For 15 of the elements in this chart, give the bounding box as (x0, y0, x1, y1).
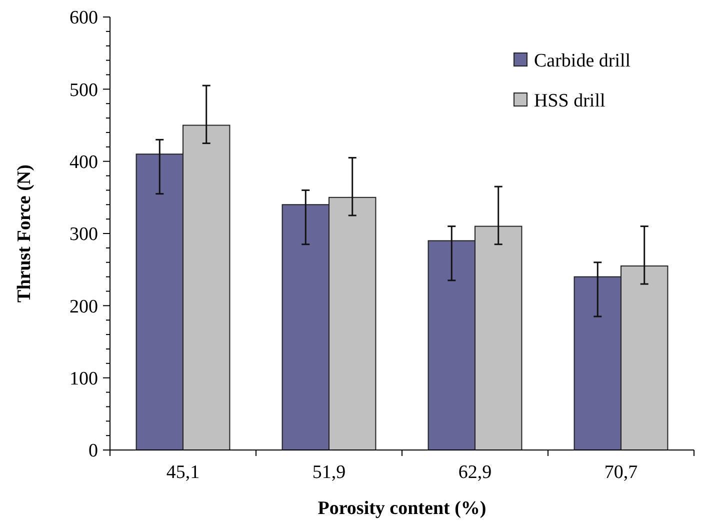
x-tick-label: 62,9 (458, 462, 492, 483)
y-tick-label: 500 (70, 80, 98, 101)
y-tick-label: 300 (70, 224, 98, 246)
x-tick-label: 45,1 (166, 462, 200, 483)
y-tick-label: 0 (88, 440, 98, 462)
y-tick-label: 400 (70, 152, 98, 173)
y-tick-label: 600 (70, 8, 98, 29)
x-tick-label: 51,9 (312, 462, 346, 483)
x-axis-title: Porosity content (%) (318, 498, 486, 519)
y-tick-label: 200 (70, 296, 98, 318)
legend-label: Carbide drill (534, 50, 631, 72)
y-tick-label: 100 (70, 368, 98, 390)
x-tick-label: 70,7 (604, 462, 638, 483)
y-axis-title: Thrust Force (N) (14, 164, 35, 302)
legend-label: HSS drill (534, 90, 606, 112)
